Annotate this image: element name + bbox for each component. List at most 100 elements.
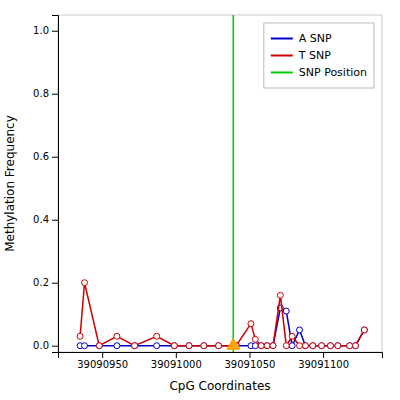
tick: 1.0 [33,25,58,36]
tick-mark [52,283,58,284]
point [361,327,367,333]
point [353,343,359,349]
tick-label: 39091000 [151,359,202,370]
tick-mark [52,157,58,158]
tick: 0.8 [33,88,58,99]
point [201,343,207,349]
point [270,343,276,349]
legend-label: A SNP [299,32,332,45]
legend-swatch [271,38,293,40]
plot-area: 390909503909100039091050390911000.00.20.… [33,15,382,370]
tick-label: 1.0 [33,25,49,36]
point [216,343,222,349]
point [327,343,333,349]
tick: 39091000 [151,352,202,370]
point [171,343,177,349]
point [270,343,276,349]
tick-label: 0.4 [33,214,49,225]
chart: 390909503909100039091050390911000.00.20.… [0,0,400,400]
point [154,343,160,349]
tick: 39091050 [225,352,276,370]
point [114,343,120,349]
tick-label: 39091100 [298,359,349,370]
point [186,343,192,349]
legend-label: T SNP [298,49,331,62]
point [289,333,295,339]
point [347,343,353,349]
point [258,343,264,349]
point [114,333,120,339]
y-axis: 0.0 0.2 0.4 0.6 0.8 1.0 [33,16,58,353]
tick-label: 0.8 [33,88,49,99]
point [310,343,316,349]
legend: A SNP T SNP SNP Position [264,23,374,88]
tick: 0.2 [33,277,58,288]
point [347,343,353,349]
legend-swatch [271,72,293,74]
legend-item: SNP Position [271,66,367,79]
tick-mark [323,352,324,358]
legend-frame [264,23,374,88]
point [283,308,289,314]
point [258,343,264,349]
point [248,321,254,327]
point [302,343,308,349]
point [289,343,295,349]
point [277,292,283,298]
legend-item: T SNP [271,49,331,62]
point [132,343,138,349]
point [361,327,367,333]
tick-mark [102,352,103,358]
tick: 39090950 [77,352,128,370]
point [96,343,102,349]
point [335,343,341,349]
tick-mark [52,31,58,32]
tick-mark [52,94,58,95]
tick-label: 0.2 [33,277,49,288]
point [252,336,258,342]
point [171,343,177,349]
tick-label: 39091050 [225,359,276,370]
point [353,343,359,349]
marker [227,338,240,349]
tick-mark [52,346,58,347]
point [154,333,160,339]
point [302,343,308,349]
point [297,327,303,333]
point [319,343,325,349]
point [283,343,289,349]
tick: 0.4 [33,214,58,225]
point [216,343,222,349]
tick-label: 39090950 [77,359,128,370]
point [264,343,270,349]
point [132,343,138,349]
x-axis: 39090950 39091000 39091050 39091100 [59,352,383,370]
tick-mark [249,352,250,358]
point [310,343,316,349]
point [335,343,341,349]
legend-item: A SNP [271,32,332,45]
point [82,280,88,286]
y-axis-title: Methylation Frequency [3,115,17,252]
point [82,343,88,349]
tick-label: 0.6 [33,151,49,162]
point [201,343,207,349]
tick-mark [52,220,58,221]
vertical-line [233,15,235,352]
tick: 0.0 [33,340,58,351]
tick-label: 0.0 [33,340,49,351]
plot-frame [58,15,382,352]
marks [77,15,367,352]
point [319,343,325,349]
line [80,283,364,346]
point [297,343,303,349]
tick: 39091100 [298,352,349,370]
point [264,343,270,349]
legend-swatch [271,55,293,57]
point [77,333,83,339]
tick-mark [176,352,177,358]
point [252,343,258,349]
axis-line [52,16,59,353]
x-axis-title: CpG Coordinates [169,379,270,393]
point [96,343,102,349]
